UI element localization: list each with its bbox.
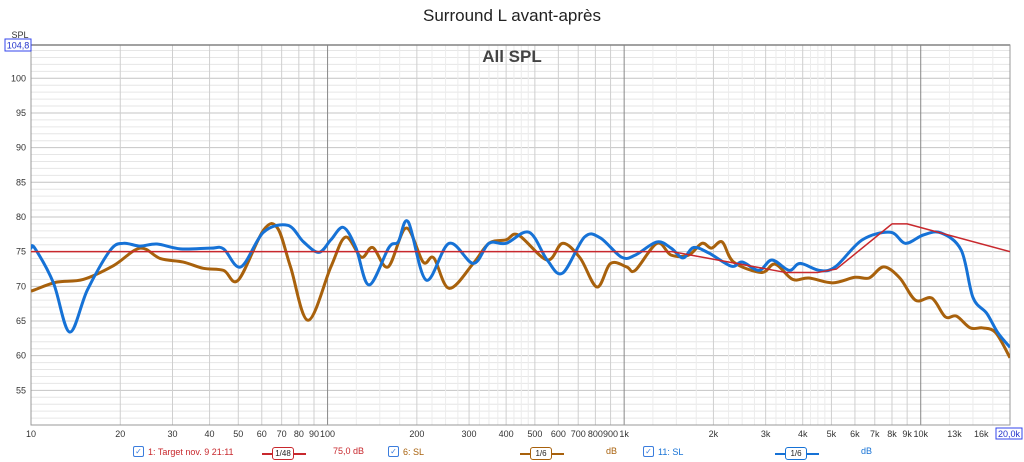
- x-tick-label: 4k: [798, 429, 808, 439]
- legend-label: 6: SL: [403, 446, 425, 457]
- y-tick-label: 70: [16, 281, 26, 291]
- x-tick-label: 6k: [850, 429, 860, 439]
- series-line-11-sl: [31, 219, 1010, 349]
- x-tick-label: 16k: [974, 429, 989, 439]
- chart-title: Surround L avant-après: [423, 6, 601, 25]
- x-max-box: [995, 427, 1023, 440]
- y-tick-label: 60: [16, 351, 26, 361]
- x-tick-label: 50: [233, 429, 243, 439]
- x-tick-label: 60: [257, 429, 267, 439]
- y-tick-label: 55: [16, 385, 26, 395]
- x-tick-label: 400: [499, 429, 514, 439]
- x-tick-label: 90: [309, 429, 319, 439]
- y-tick-label: 65: [16, 316, 26, 326]
- x-tick-label: 8k: [887, 429, 897, 439]
- x-tick-label: 20: [115, 429, 125, 439]
- y-axis-label: SPL: [11, 30, 28, 40]
- x-tick-label: 9k: [902, 429, 912, 439]
- x-tick-label: 20,0k: [998, 429, 1021, 439]
- x-tick-label: 70: [277, 429, 287, 439]
- y-tick-label: 75: [16, 247, 26, 257]
- series-line-6-sl: [31, 222, 1010, 359]
- smoothing-button[interactable]: 1/6: [530, 447, 552, 460]
- legend-level: dB: [606, 446, 618, 456]
- x-tick-label: 30: [167, 429, 177, 439]
- x-tick-label: 500: [527, 429, 542, 439]
- smoothing-button[interactable]: 1/6: [785, 447, 807, 460]
- plot-subtitle: All SPL: [482, 47, 542, 66]
- x-tick-label: 200: [409, 429, 424, 439]
- y-max-box: [4, 38, 32, 52]
- x-tick-label: 3k: [761, 429, 771, 439]
- series-line-1-target-nov-9-21-11: [31, 223, 1010, 274]
- x-tick-label: 40: [205, 429, 215, 439]
- legend-sl-6[interactable]: ✓ 6: SL: [388, 446, 424, 457]
- y-tick-label: 90: [16, 143, 26, 153]
- checkbox-icon[interactable]: ✓: [133, 446, 144, 457]
- y-tick-label: 100: [11, 73, 26, 83]
- x-tick-label: 10: [26, 429, 36, 439]
- x-tick-label: 600: [551, 429, 566, 439]
- x-tick-label: 100: [320, 429, 335, 439]
- x-tick-label: 2k: [709, 429, 719, 439]
- x-tick-label: 13k: [947, 429, 962, 439]
- y-tick-label: 80: [16, 212, 26, 222]
- legend-label: 1: Target nov. 9 21:11: [148, 446, 234, 457]
- smoothing-button[interactable]: 1/48: [272, 447, 294, 460]
- legend-sl-11[interactable]: ✓ 11: SL: [643, 446, 683, 457]
- checkbox-icon[interactable]: ✓: [643, 446, 654, 457]
- legend-level: dB: [861, 446, 873, 456]
- y-tick-label: 95: [16, 108, 26, 118]
- x-tick-label: 800: [588, 429, 603, 439]
- x-tick-label: 1k: [619, 429, 629, 439]
- x-tick-label: 300: [462, 429, 477, 439]
- legend-level: 75,0 dB: [333, 446, 365, 456]
- x-tick-label: 5k: [827, 429, 837, 439]
- x-tick-label: 700: [571, 429, 586, 439]
- x-tick-label: 80: [294, 429, 304, 439]
- legend-target[interactable]: ✓ 1: Target nov. 9 21:11: [133, 446, 234, 457]
- legend-label: 11: SL: [658, 446, 684, 457]
- y-tick-label: 85: [16, 177, 26, 187]
- checkbox-icon[interactable]: ✓: [388, 446, 399, 457]
- x-tick-label: 7k: [870, 429, 880, 439]
- y-max-label: 104,8: [7, 41, 30, 51]
- x-tick-label: 900: [603, 429, 618, 439]
- x-tick-label: 10k: [913, 429, 928, 439]
- plot-border: [30, 44, 1011, 426]
